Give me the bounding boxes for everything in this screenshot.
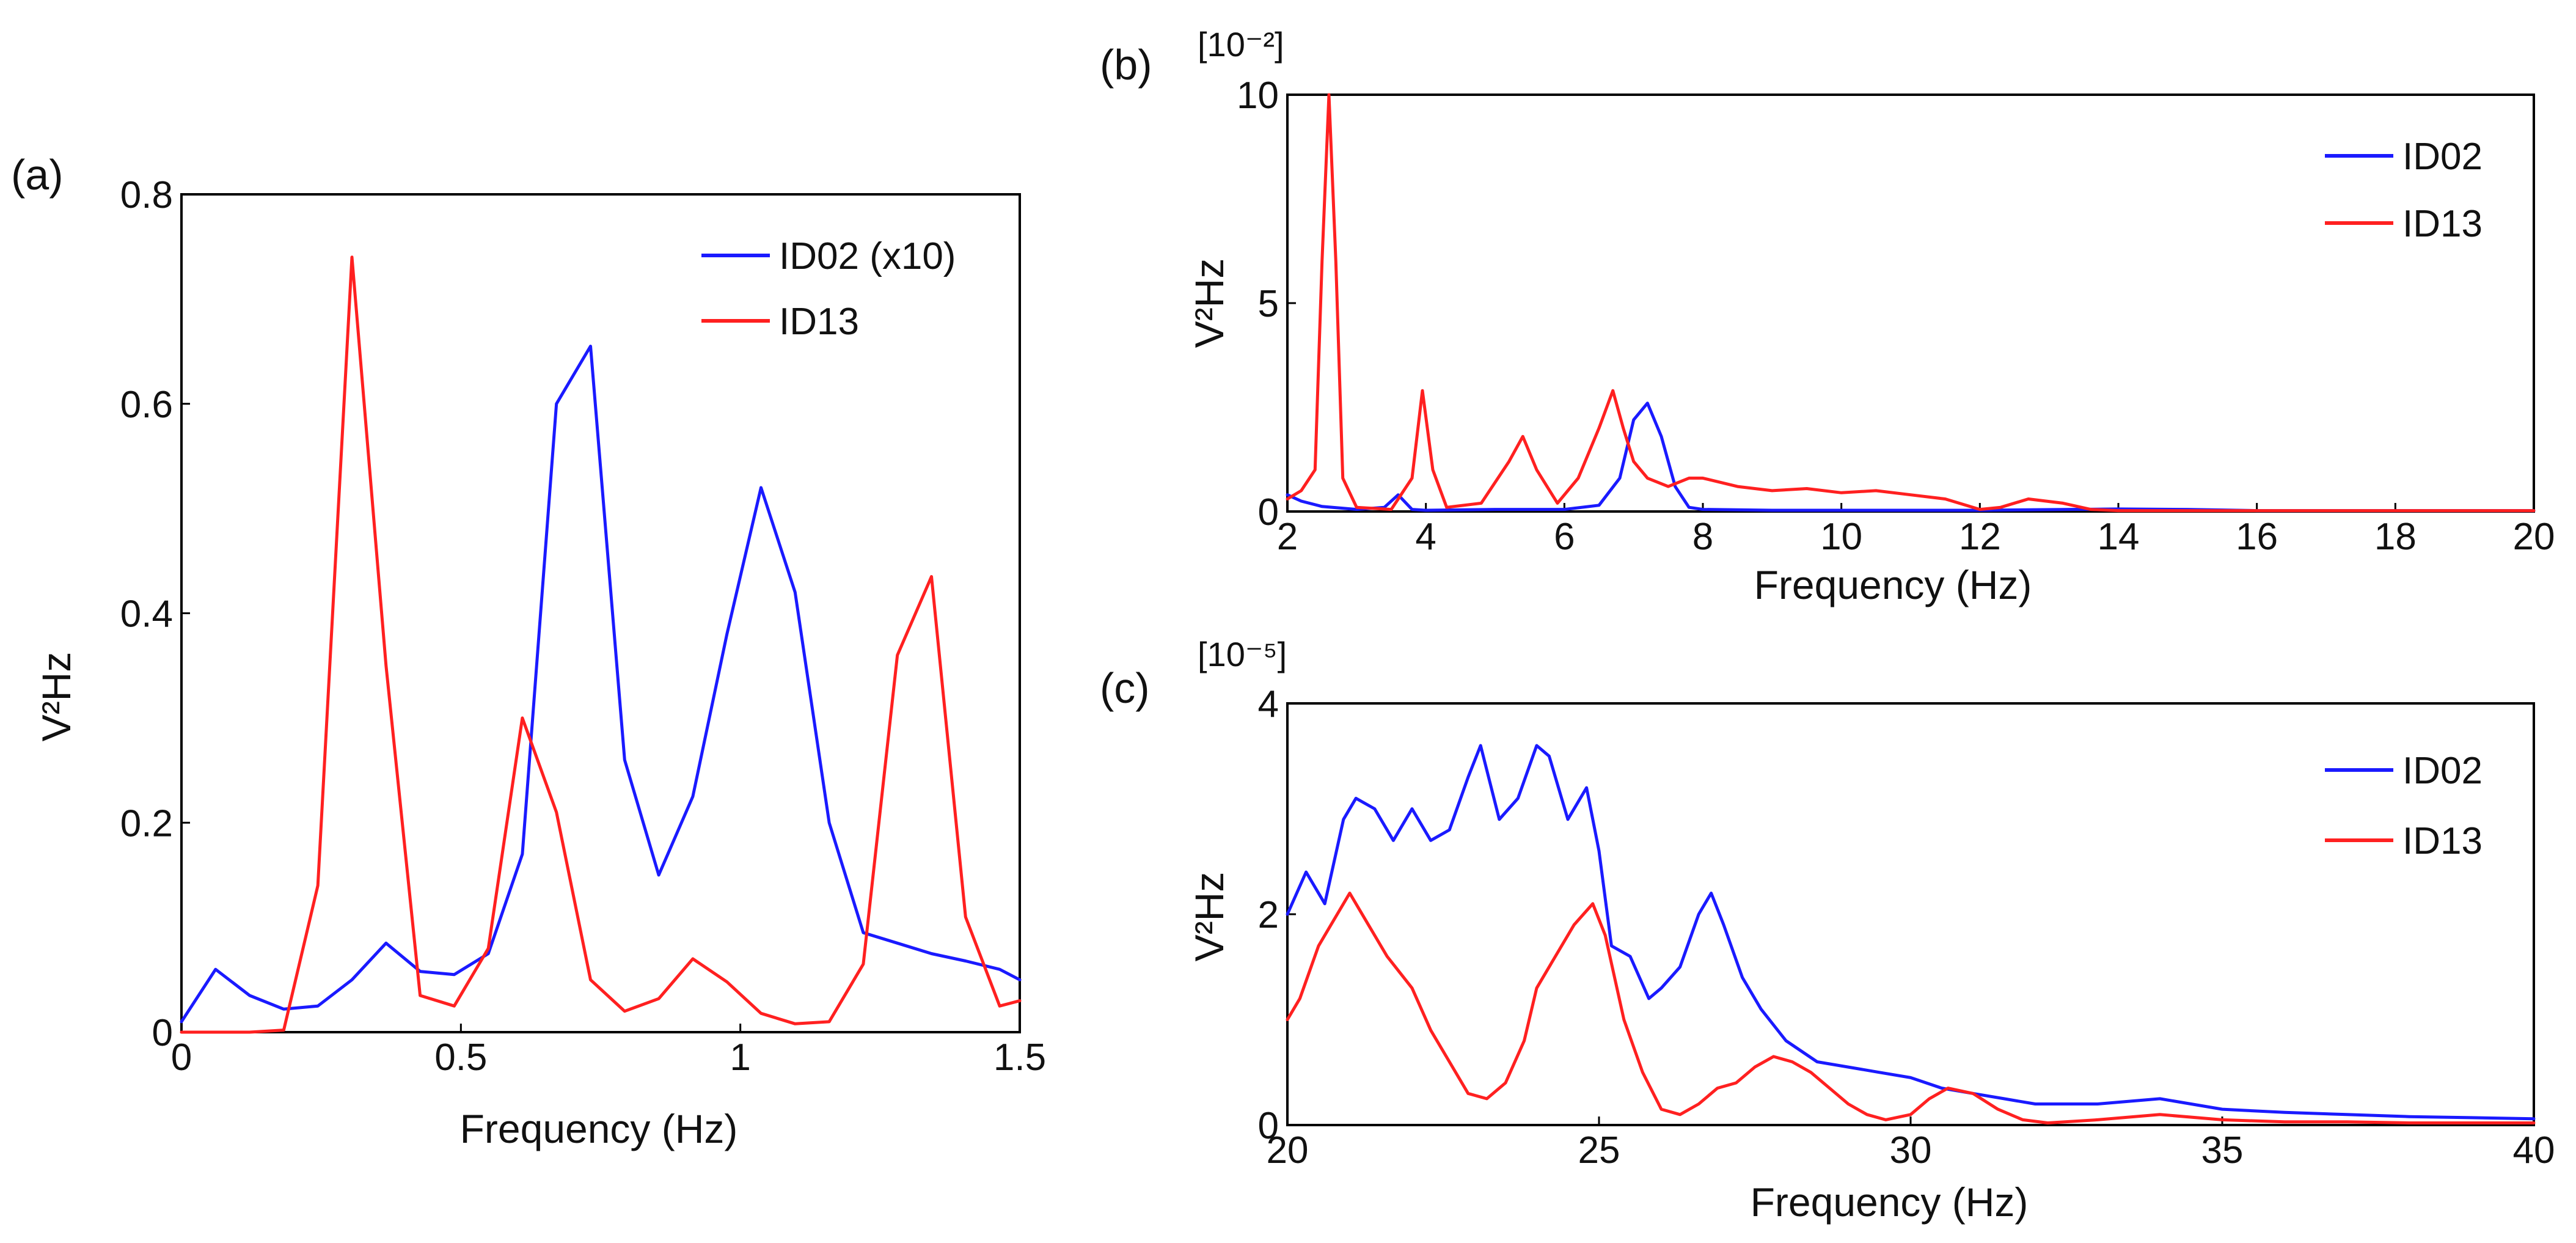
panel-b-series-id13 (1286, 93, 2536, 513)
panel-a-ytick-label: 0.4 (120, 593, 173, 636)
panel-a: (a) V²Hz Frequency (Hz) 0 0.5 1 1.500.20.40… (11, 151, 1046, 1151)
panel-b-ticks: 2 4 6 8 10 12 14 16 18 20 0 5 10 (1237, 75, 2555, 558)
panel-c-ytick-label: 4 (1258, 683, 1279, 725)
panel-b-legend: ID02 ID13 (2325, 136, 2483, 245)
panel-c-label: (c) (1100, 664, 1150, 712)
panel-a-ytick-label: 0.6 (120, 384, 173, 426)
panel-b: (b) [10⁻²] V²Hz Frequency (Hz) 2 4 6 8 10 12 1… (1100, 25, 2555, 607)
panel-b-xlabel: Frequency (Hz) (1754, 562, 2032, 607)
panel-c-lines (1286, 744, 2536, 1124)
panel-c-legend-label-id13: ID13 (2402, 820, 2483, 862)
panel-a-ytick-label: 0.2 (120, 802, 173, 845)
panel-b-ytick-label: 0 (1258, 491, 1279, 534)
panel-c-series-id02 (1286, 744, 2536, 1121)
panel-a-ytick-label: 0 (152, 1012, 173, 1054)
panel-c-xtick-label: 30 (1890, 1129, 1932, 1172)
panel-b-xtick-label: 14 (2098, 516, 2140, 558)
panel-c-xtick-label: 25 (1578, 1129, 1620, 1172)
panel-b-multiplier: [10⁻²] (1198, 25, 1284, 64)
panel-b-lines (1286, 93, 2536, 513)
panel-c-series-id13 (1286, 892, 2536, 1124)
panel-b-ytick-label: 5 (1258, 283, 1279, 325)
panel-c: (c) [10⁻⁵] V²Hz Frequency (Hz) 20 25 30 35 4… (1100, 635, 2555, 1225)
panel-b-legend-label-id13: ID13 (2402, 203, 2483, 245)
panel-c-xtick-label: 20 (1267, 1129, 1309, 1172)
panel-a-frame (180, 193, 1021, 1033)
panel-c-multiplier: [10⁻⁵] (1198, 635, 1287, 673)
panel-c-ylabel: V²Hz (1187, 872, 1232, 962)
panel-a-series-id13 (180, 255, 1022, 1034)
panel-b-label: (b) (1100, 41, 1152, 89)
panel-a-ticks: 0 0.5 1 1.5 0 0.2 0.4 0.6 0.8 (120, 174, 1046, 1079)
panel-b-xtick-label: 18 (2374, 516, 2417, 558)
panel-b-legend-label-id02: ID02 (2402, 136, 2483, 178)
panel-c-frame (1286, 702, 2535, 1126)
panel-c-xtick-label: 35 (2201, 1129, 2244, 1172)
panel-b-xtick-label: 6 (1554, 516, 1575, 558)
panel-b-xtick-label: 16 (2236, 516, 2278, 558)
panel-a-legend-label-id02: ID02 (x10) (779, 235, 956, 277)
panel-a-xtick-label: 0 (171, 1036, 192, 1079)
panel-a-xlabel: Frequency (Hz) (460, 1106, 738, 1151)
panel-c-legend: ID02 ID13 (2325, 750, 2483, 862)
panel-a-ylabel: V²Hz (34, 652, 79, 742)
panel-b-ytick-label: 10 (1237, 75, 1279, 117)
panel-a-legend: ID02 (x10) ID13 (701, 235, 956, 343)
panel-c-xtick-label: 40 (2513, 1129, 2555, 1172)
panel-b-ylabel: V²Hz (1187, 258, 1232, 348)
panel-a-series-id02-x10 (180, 345, 1022, 1024)
panel-c-ticks: 20 25 30 35 40 0 2 4 (1258, 683, 2555, 1172)
panel-b-xtick-label: 12 (1959, 516, 2001, 558)
panel-a-lines (180, 255, 1022, 1034)
panel-a-xtick-label: 1 (730, 1036, 750, 1079)
panel-a-xtick-label: 0.5 (434, 1036, 487, 1079)
panel-c-ytick-label: 0 (1258, 1105, 1279, 1147)
panel-c-ytick-label: 2 (1258, 894, 1279, 936)
panel-b-xtick-label: 2 (1277, 516, 1298, 558)
panel-b-xtick-label: 8 (1692, 516, 1713, 558)
panel-b-xtick-label: 4 (1415, 516, 1436, 558)
panel-a-ytick-label: 0.8 (120, 174, 173, 216)
panel-a-xtick-label: 1.5 (993, 1036, 1046, 1079)
panel-c-xlabel: Frequency (Hz) (1751, 1179, 2029, 1225)
panel-a-label: (a) (11, 151, 64, 199)
panel-b-xtick-label: 20 (2513, 516, 2555, 558)
panel-c-legend-label-id02: ID02 (2402, 750, 2483, 792)
panel-a-legend-label-id13: ID13 (779, 301, 859, 343)
panel-b-xtick-label: 10 (1820, 516, 1862, 558)
